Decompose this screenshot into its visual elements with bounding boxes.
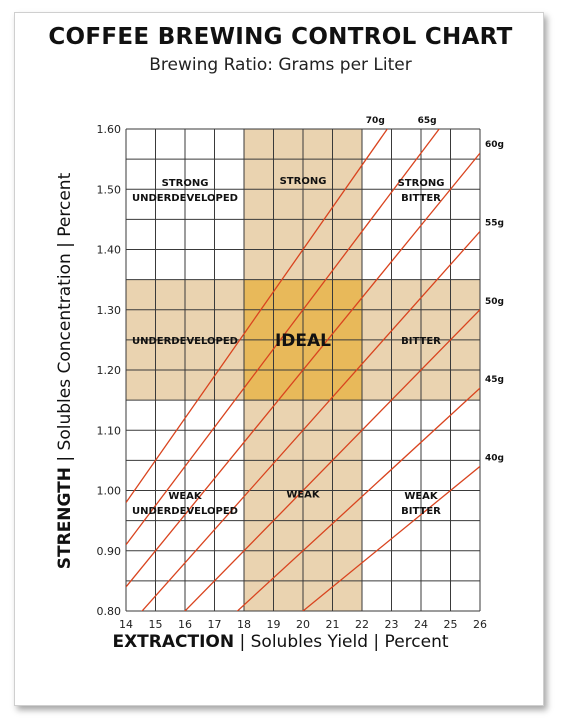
y-tick-label: 1.20 xyxy=(97,364,122,377)
ratio-line-55g xyxy=(141,230,480,611)
ratio-label-40g: 40g xyxy=(485,453,504,463)
x-tick-label: 17 xyxy=(208,618,222,631)
region-label: UNDERDEVELOPED xyxy=(132,193,238,204)
x-axis-label: EXTRACTION | Solubles Yield | Percent xyxy=(0,632,561,652)
ratio-label-60g: 60g xyxy=(485,140,504,150)
x-axis-label-bold: EXTRACTION xyxy=(112,632,235,652)
ratio-label-45g: 45g xyxy=(485,375,504,385)
y-tick-label: 0.90 xyxy=(97,545,122,558)
chart-subtitle: Brewing Ratio: Grams per Liter xyxy=(149,55,412,75)
x-tick-label: 20 xyxy=(296,618,310,631)
y-tick-label: 1.10 xyxy=(97,424,122,437)
x-axis-label-rest: | Solubles Yield | Percent xyxy=(234,632,449,652)
ideal-label: IDEAL xyxy=(275,331,331,351)
y-tick-label: 1.50 xyxy=(97,183,122,196)
y-tick-label: 1.00 xyxy=(97,485,122,498)
y-tick-label: 1.60 xyxy=(97,123,122,136)
ratio-line-45g xyxy=(236,387,480,611)
x-tick-label: 25 xyxy=(444,618,458,631)
region-label: BITTER xyxy=(401,336,441,347)
y-tick-label: 1.40 xyxy=(97,244,122,257)
region-label: BITTER xyxy=(401,506,441,517)
x-tick-label: 21 xyxy=(326,618,340,631)
y-tick-label: 0.80 xyxy=(97,605,122,618)
x-tick-label: 14 xyxy=(119,618,133,631)
ratio-label-65g: 65g xyxy=(418,116,437,126)
ratio-line-60g xyxy=(126,152,480,588)
x-tick-label: 23 xyxy=(385,618,399,631)
region-label: UNDERDEVELOPED xyxy=(132,506,238,517)
x-tick-label: 22 xyxy=(355,618,369,631)
chart-title: COFFEE BREWING CONTROL CHART xyxy=(48,24,513,50)
x-tick-label: 24 xyxy=(414,618,428,631)
x-tick-label: 26 xyxy=(473,618,487,631)
y-axis-label: STRENGTH | Solubles Concentration | Perc… xyxy=(55,173,75,569)
y-axis-label-rest: | Solubles Concentration | Percent xyxy=(55,172,75,467)
region-label: WEAK xyxy=(168,491,203,502)
y-axis-label-bold: STRENGTH xyxy=(55,466,75,570)
ratio-line-50g xyxy=(184,309,480,611)
region-label: WEAK xyxy=(286,490,321,501)
ratio-line-70g xyxy=(126,129,389,503)
ratio-line-40g xyxy=(301,465,480,611)
region-label: UNDERDEVELOPED xyxy=(132,336,238,347)
region-label: STRONG xyxy=(398,178,445,189)
region-label: BITTER xyxy=(401,193,441,204)
ratio-label-55g: 55g xyxy=(485,218,504,228)
x-tick-label: 16 xyxy=(178,618,192,631)
y-tick-label: 1.30 xyxy=(97,304,122,317)
region-label: WEAK xyxy=(404,491,439,502)
ratio-line-65g xyxy=(126,129,440,546)
x-tick-label: 18 xyxy=(237,618,251,631)
region-label: STRONG xyxy=(280,176,327,187)
ratio-label-50g: 50g xyxy=(485,297,504,307)
region-label: STRONG xyxy=(162,178,209,189)
ratio-label-70g: 70g xyxy=(366,116,385,126)
x-tick-label: 19 xyxy=(267,618,281,631)
x-tick-label: 15 xyxy=(149,618,163,631)
